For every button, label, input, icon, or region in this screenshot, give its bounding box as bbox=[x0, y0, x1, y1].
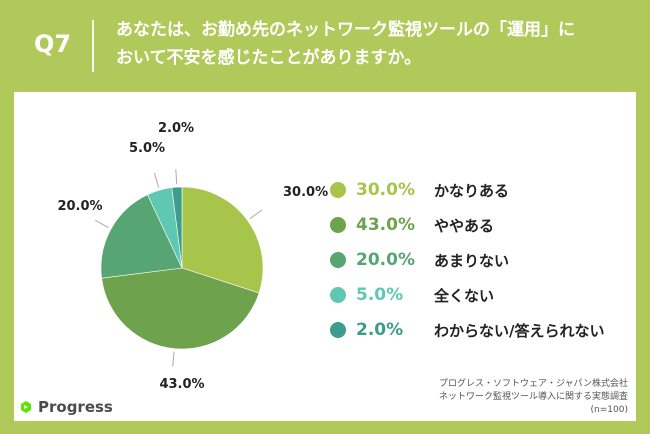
legend-item: 5.0% 全くない bbox=[330, 283, 630, 307]
legend-item: 30.0% かなりある bbox=[330, 178, 630, 202]
question-title-line1: あなたは、お勤め先のネットワーク監視ツールの「運用」に bbox=[116, 20, 575, 40]
legend-item: 20.0% あまりない bbox=[330, 248, 630, 272]
header: Q7 あなたは、お勤め先のネットワーク監視ツールの「運用」に おいて不安を感じた… bbox=[0, 0, 650, 88]
legend-label: かなりある bbox=[434, 181, 510, 200]
legend-swatch bbox=[330, 287, 346, 303]
legend-swatch bbox=[330, 322, 346, 338]
slice-value-label: 20.0% bbox=[57, 199, 102, 214]
question-number: Q7 bbox=[34, 30, 72, 58]
legend-label: 全くない bbox=[434, 286, 495, 305]
pie-slice bbox=[181, 186, 264, 294]
legend-value: 20.0% bbox=[356, 250, 415, 270]
legend-value: 30.0% bbox=[356, 180, 415, 200]
slice-leader-line bbox=[172, 351, 175, 367]
footnote-sample-size: (n=100) bbox=[590, 405, 628, 415]
legend-swatch bbox=[330, 182, 346, 198]
slice-value-label: 43.0% bbox=[159, 377, 204, 392]
slice-leader-line bbox=[95, 219, 109, 228]
brand: Progress bbox=[18, 398, 113, 416]
footnote: プログレス・ソフトウェア・ジャパン株式会社 ネットワーク監視ツール導入に関する実… bbox=[439, 378, 628, 417]
slice-value-label: 2.0% bbox=[158, 121, 194, 136]
brand-name: Progress bbox=[38, 398, 113, 416]
progress-logo-icon bbox=[21, 401, 31, 413]
footnote-company: プログレス・ソフトウェア・ジャパン株式会社 bbox=[438, 379, 628, 389]
legend-value: 43.0% bbox=[356, 215, 415, 235]
legend-label: あまりない bbox=[434, 251, 510, 270]
legend-label: わからない/答えられない bbox=[434, 321, 605, 340]
pie-slice bbox=[100, 194, 183, 279]
question-title: あなたは、お勤め先のネットワーク監視ツールの「運用」に おいて不安を感じたことが… bbox=[116, 16, 636, 72]
legend-item: 43.0% ややある bbox=[330, 213, 630, 237]
slice-leader-line bbox=[153, 172, 160, 188]
question-title-line2: おいて不安を感じたことがありますか。 bbox=[116, 48, 422, 68]
legend-value: 2.0% bbox=[356, 320, 404, 340]
legend-swatch bbox=[330, 217, 346, 233]
slice-leader-line bbox=[249, 209, 263, 220]
header-divider bbox=[92, 20, 94, 72]
slice-value-label: 5.0% bbox=[129, 141, 165, 156]
slice-leader-line bbox=[175, 169, 178, 185]
legend-swatch bbox=[330, 252, 346, 268]
pie-slice bbox=[171, 186, 183, 269]
pie-slice bbox=[101, 267, 260, 350]
legend-item: 2.0% わからない/答えられない bbox=[330, 318, 630, 342]
legend-value: 5.0% bbox=[356, 285, 404, 305]
slice-value-label: 30.0% bbox=[283, 185, 328, 200]
legend-label: ややある bbox=[434, 216, 495, 235]
footnote-survey: ネットワーク監視ツール導入に関する実態調査 bbox=[438, 392, 628, 402]
